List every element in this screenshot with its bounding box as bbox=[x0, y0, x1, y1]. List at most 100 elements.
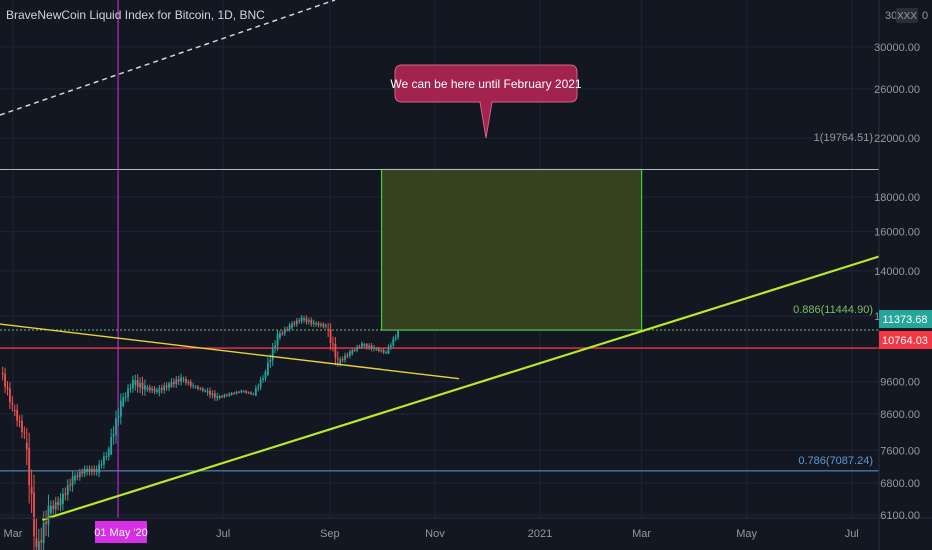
axis-settings-badge[interactable] bbox=[896, 8, 918, 23]
cursor-date-tag bbox=[95, 521, 147, 543]
candle-body bbox=[320, 324, 322, 326]
candle-body bbox=[100, 464, 103, 466]
price-tick-label: 18000.00 bbox=[874, 192, 920, 204]
candle-body bbox=[339, 359, 342, 364]
callout-annotation[interactable]: We can be here until February 2021 bbox=[390, 64, 582, 139]
candle-body bbox=[216, 396, 219, 398]
candle-body bbox=[363, 344, 366, 346]
candle-body bbox=[334, 343, 337, 358]
candle-body bbox=[283, 329, 286, 334]
candle-body bbox=[223, 394, 226, 397]
support-price-tag bbox=[879, 331, 932, 349]
candle-body bbox=[365, 343, 368, 348]
candle-body bbox=[377, 348, 380, 351]
candle-body bbox=[66, 485, 69, 495]
candle-body bbox=[310, 320, 313, 324]
price-tick-label: 8600.00 bbox=[880, 409, 920, 421]
candle-body bbox=[332, 343, 334, 345]
chart-title: BraveNewCoin Liquid Index for Bitcoin, 1… bbox=[6, 8, 265, 22]
candle-body bbox=[279, 333, 281, 338]
candle-body bbox=[276, 334, 279, 346]
candle-body bbox=[329, 329, 332, 343]
price-tick-label: 6100.00 bbox=[880, 510, 920, 522]
candle-body bbox=[281, 333, 284, 335]
candle-body bbox=[52, 505, 55, 509]
candle-body bbox=[146, 387, 149, 390]
candle-body bbox=[300, 317, 303, 322]
candle-body bbox=[233, 393, 236, 395]
candle-body bbox=[264, 371, 267, 379]
candle-body bbox=[49, 505, 52, 514]
candle-body bbox=[235, 391, 238, 394]
grid bbox=[0, 0, 879, 518]
candle-body bbox=[228, 393, 231, 396]
candle-body bbox=[88, 468, 91, 472]
candle-body bbox=[37, 541, 40, 550]
candle-body bbox=[242, 391, 245, 393]
candle-body bbox=[317, 323, 320, 326]
time-tick-label: Mar bbox=[4, 528, 23, 540]
candle-body bbox=[213, 393, 216, 398]
candle-body bbox=[189, 381, 192, 386]
candle-body bbox=[238, 391, 240, 393]
candle-body bbox=[336, 358, 339, 360]
candle-body bbox=[315, 323, 318, 325]
support-price-label: 10764.03 bbox=[882, 335, 928, 347]
candle-body bbox=[259, 379, 262, 388]
candle-body bbox=[341, 359, 344, 361]
candle-body bbox=[144, 385, 146, 390]
candle-body bbox=[197, 386, 199, 389]
candle-body bbox=[209, 390, 211, 395]
candle-body bbox=[165, 385, 168, 388]
candle-body bbox=[201, 388, 204, 391]
candle-body bbox=[158, 388, 161, 393]
candle-body bbox=[35, 538, 38, 548]
current-price-tag bbox=[879, 310, 932, 328]
callout-bubble bbox=[394, 64, 578, 139]
price-tick-label: 26000.00 bbox=[874, 84, 920, 96]
green-support-trendline[interactable] bbox=[41, 255, 880, 521]
candle-body bbox=[194, 386, 197, 388]
candle-body bbox=[98, 464, 101, 473]
time-axis[interactable]: Mar Jul Sep Nov 2021 Mar May Jul bbox=[4, 528, 859, 540]
candle-body bbox=[303, 318, 305, 321]
candle-body bbox=[57, 501, 60, 506]
candle-body bbox=[185, 378, 187, 383]
candle-body bbox=[324, 325, 327, 327]
candle-body bbox=[107, 448, 110, 457]
candle-body bbox=[247, 392, 250, 394]
candle-body bbox=[293, 323, 296, 325]
time-tick-label: Jul bbox=[845, 528, 859, 540]
candle-body bbox=[95, 468, 98, 473]
candle-body bbox=[117, 415, 120, 418]
candle-body bbox=[351, 350, 354, 354]
time-tick-label: 2021 bbox=[528, 528, 552, 540]
candle-body bbox=[206, 390, 209, 393]
price-tick-label: 7600.00 bbox=[880, 445, 920, 457]
candle-body bbox=[271, 348, 274, 361]
candle-body bbox=[127, 388, 129, 398]
target-box[interactable] bbox=[380, 168, 643, 331]
price-axis[interactable]: 30000.00 26000.00 22000.00 18000.00 16000.00… bbox=[874, 42, 920, 522]
candle-body bbox=[6, 387, 9, 390]
yellow-descending-trendline[interactable] bbox=[0, 323, 460, 380]
candle-body bbox=[192, 385, 195, 387]
candle-body bbox=[295, 320, 298, 325]
price-tick-label: 22000.00 bbox=[874, 133, 920, 145]
candle-body bbox=[28, 447, 31, 486]
candle-body bbox=[115, 418, 117, 436]
candle-body bbox=[129, 387, 132, 389]
candle-body bbox=[358, 346, 361, 348]
candle-body bbox=[131, 379, 134, 389]
candle-body bbox=[380, 350, 383, 352]
candle-body bbox=[397, 330, 399, 338]
candle-body bbox=[382, 350, 385, 353]
candle-body bbox=[385, 351, 387, 353]
candle-body bbox=[394, 337, 397, 339]
candle-body bbox=[375, 348, 378, 350]
candle-body bbox=[177, 379, 180, 382]
candle-body bbox=[262, 378, 264, 380]
candle-body bbox=[168, 383, 170, 388]
candle-body bbox=[269, 359, 272, 363]
